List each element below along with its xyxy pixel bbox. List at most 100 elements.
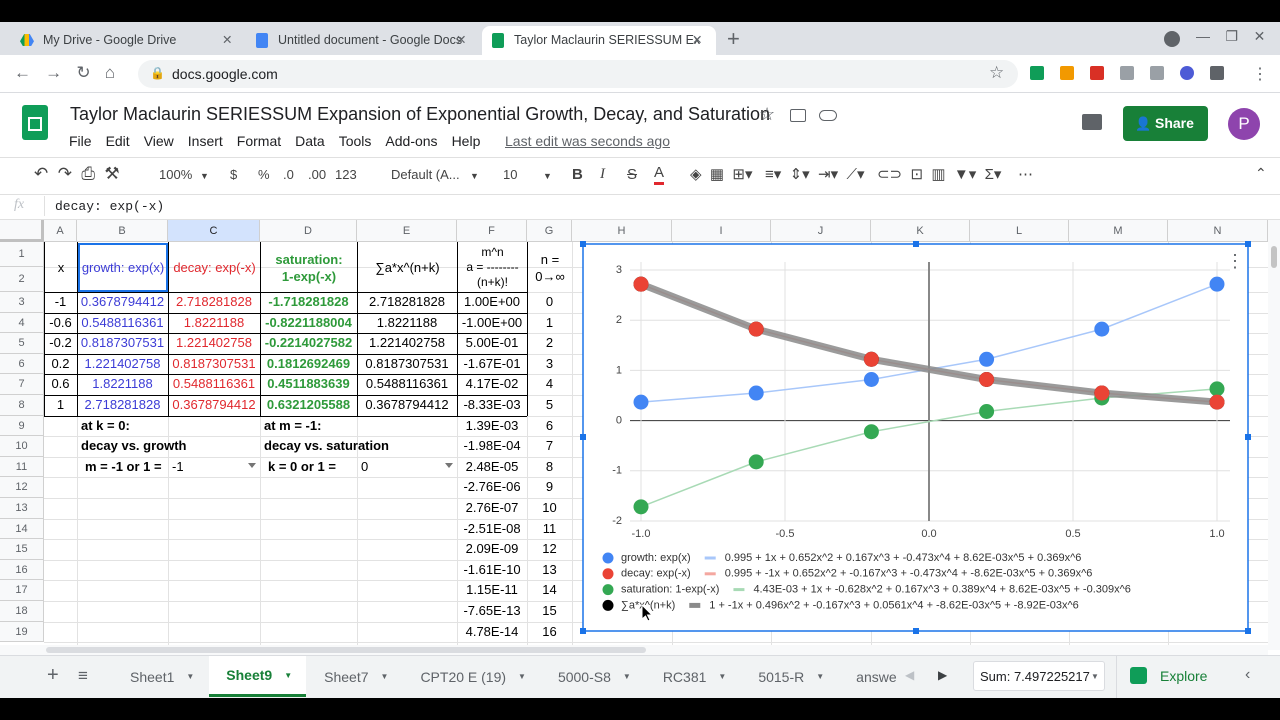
cell[interactable]: 1.8221188 <box>183 314 245 330</box>
cell[interactable]: 1 <box>545 314 554 330</box>
row-header[interactable]: 5 <box>0 333 44 354</box>
nav-buttons[interactable]: ← → ↻ ⌂ <box>14 63 116 82</box>
column-header[interactable]: G <box>527 220 572 242</box>
column-header[interactable]: M <box>1069 220 1168 242</box>
extension-icon[interactable] <box>1090 66 1104 80</box>
horizontal-scrollbar[interactable] <box>0 645 1268 655</box>
sheet-tab[interactable]: answe <box>839 656 910 697</box>
column-header[interactable]: F <box>457 220 527 242</box>
cell[interactable]: -1.00E+00 <box>461 314 523 330</box>
resize-handle[interactable] <box>1245 628 1251 634</box>
last-edit[interactable]: Last edit was seconds ago <box>505 133 670 149</box>
cell[interactable]: -0.6 <box>49 314 72 330</box>
extension-icon[interactable] <box>1120 66 1134 80</box>
cell[interactable]: 4.78E-14 <box>465 623 519 639</box>
cell[interactable]: 9 <box>545 479 554 495</box>
format-icons[interactable]: ◈ ▦ ⊞▾ ≡▾ ⇕▾ ⇥▾ ⟋▾ ⊂⊃ ⊡ ▥ ▼▾ Σ▾ ⋯ <box>690 166 1034 183</box>
column-header[interactable]: H <box>572 220 672 242</box>
row-header[interactable]: 16 <box>0 559 44 581</box>
cell[interactable]: 13 <box>542 561 557 577</box>
text-color[interactable]: A <box>654 164 665 185</box>
row-header[interactable]: 9 <box>0 415 44 437</box>
browser-tab-active[interactable]: Taylor Maclaurin SERIESSUM Ex ✕ <box>482 26 716 55</box>
currency[interactable]: $ <box>230 167 238 182</box>
cell[interactable]: -1.98E-04 <box>463 438 521 454</box>
cell[interactable]: 2.76E-07 <box>465 500 519 515</box>
cell[interactable]: -2.51E-08 <box>463 520 521 536</box>
url[interactable]: docs.google.com <box>172 66 278 82</box>
sheet-tab[interactable]: 5000-S8 ▼ <box>541 656 645 697</box>
decrease-decimal[interactable]: .0 <box>283 167 294 182</box>
strikethrough[interactable]: S <box>627 166 638 183</box>
extension-icon[interactable] <box>1210 66 1224 80</box>
cell[interactable]: 4.17E-02 <box>465 376 519 392</box>
explore-icon[interactable] <box>1130 667 1147 684</box>
browser-tab[interactable]: Untitled document - Google Docs ✕ <box>244 26 476 55</box>
undo-redo-print[interactable]: ↶ ↷ ⎙ ⚒ <box>34 164 120 183</box>
cell[interactable]: 1 <box>56 397 65 412</box>
cell[interactable]: 0.1812692469 <box>266 355 351 371</box>
cell[interactable]: 0.5488116361 <box>365 376 449 392</box>
cell[interactable]: decay vs. growth <box>81 438 187 454</box>
font-size[interactable]: 10 <box>503 167 518 182</box>
header-cell[interactable]: x <box>45 243 77 292</box>
move-icon[interactable] <box>790 109 806 122</box>
column-header[interactable]: D <box>260 220 357 242</box>
menu-item[interactable]: Help <box>451 133 481 149</box>
cell[interactable]: 0.3678794412 <box>365 397 449 412</box>
sum-box[interactable]: Sum: 7.497225217 ▼ <box>973 661 1105 691</box>
row-header[interactable]: 14 <box>0 518 44 540</box>
avatar[interactable]: P <box>1228 108 1260 140</box>
cell[interactable]: 3 <box>545 355 554 371</box>
sheet-tab[interactable]: Sheet7 ▼ <box>307 656 402 697</box>
cell[interactable]: 0 <box>361 458 369 474</box>
resize-handle[interactable] <box>580 434 586 440</box>
cell[interactable]: -7.65E-13 <box>463 603 521 618</box>
menu-item[interactable]: Add-ons <box>385 133 438 149</box>
extension-icon[interactable] <box>1180 66 1194 80</box>
cell[interactable]: 15 <box>542 603 557 618</box>
column-header[interactable]: I <box>672 220 771 242</box>
cell[interactable]: 0.8187307531 <box>80 335 165 351</box>
row-header[interactable]: 19 <box>0 621 44 643</box>
header-cell[interactable]: decay: exp(-x) <box>169 243 260 292</box>
resize-handle[interactable] <box>580 241 586 247</box>
scroll-thumb[interactable] <box>1271 246 1277 268</box>
collapse-toolbar[interactable]: ⌃ <box>1255 165 1267 181</box>
extension-icon[interactable] <box>1060 66 1074 80</box>
scroll-left[interactable]: ◀ <box>905 668 915 682</box>
sheet-tab[interactable]: RC381 ▼ <box>646 656 741 697</box>
all-sheets[interactable]: ≡ <box>78 666 88 685</box>
cell[interactable]: 0.5488116361 <box>81 314 164 330</box>
cell[interactable]: -1 <box>54 294 67 309</box>
cell[interactable]: 1.221402758 <box>369 335 445 351</box>
sheet-tab[interactable]: CPT20 E (19) ▼ <box>403 656 540 697</box>
row-header[interactable]: 6 <box>0 353 44 375</box>
comments-icon[interactable] <box>1082 114 1102 130</box>
cell[interactable]: 2.48E-05 <box>465 458 519 474</box>
side-panel-toggle[interactable]: ‹ <box>1245 666 1251 683</box>
bold[interactable]: B <box>572 166 583 183</box>
cell[interactable]: 0.2 <box>51 355 70 371</box>
dropdown-arrow[interactable] <box>445 462 453 468</box>
menu-item[interactable]: View <box>143 133 174 149</box>
tab-search[interactable] <box>1164 31 1180 47</box>
row-header[interactable]: 1 <box>0 242 44 267</box>
font-family[interactable]: Default (A... <box>391 167 460 182</box>
header-cell[interactable]: m^n a = -------- (n+k)! <box>458 243 527 292</box>
cell[interactable]: 6 <box>545 417 554 433</box>
window-controls[interactable]: — ❐ ✕ <box>1196 28 1266 44</box>
tab-close[interactable]: ✕ <box>456 33 467 47</box>
cell[interactable]: 0.8187307531 <box>365 355 449 371</box>
resize-handle[interactable] <box>913 241 919 247</box>
cell[interactable]: m = -1 or 1 = <box>85 458 162 474</box>
share-button[interactable]: 👤 Share <box>1123 106 1208 141</box>
header-cell[interactable]: ∑a*x^(n+k) <box>358 243 457 292</box>
zoom[interactable]: 100% <box>159 167 193 182</box>
column-header[interactable]: B <box>77 220 168 242</box>
cell[interactable]: 0.6321205588 <box>266 397 351 412</box>
cell[interactable]: 0.4511883639 <box>267 376 350 392</box>
cell[interactable]: 0.8187307531 <box>172 355 256 371</box>
cell[interactable]: k = 0 or 1 = <box>268 458 336 474</box>
bookmark-star[interactable]: ☆ <box>989 63 1005 82</box>
